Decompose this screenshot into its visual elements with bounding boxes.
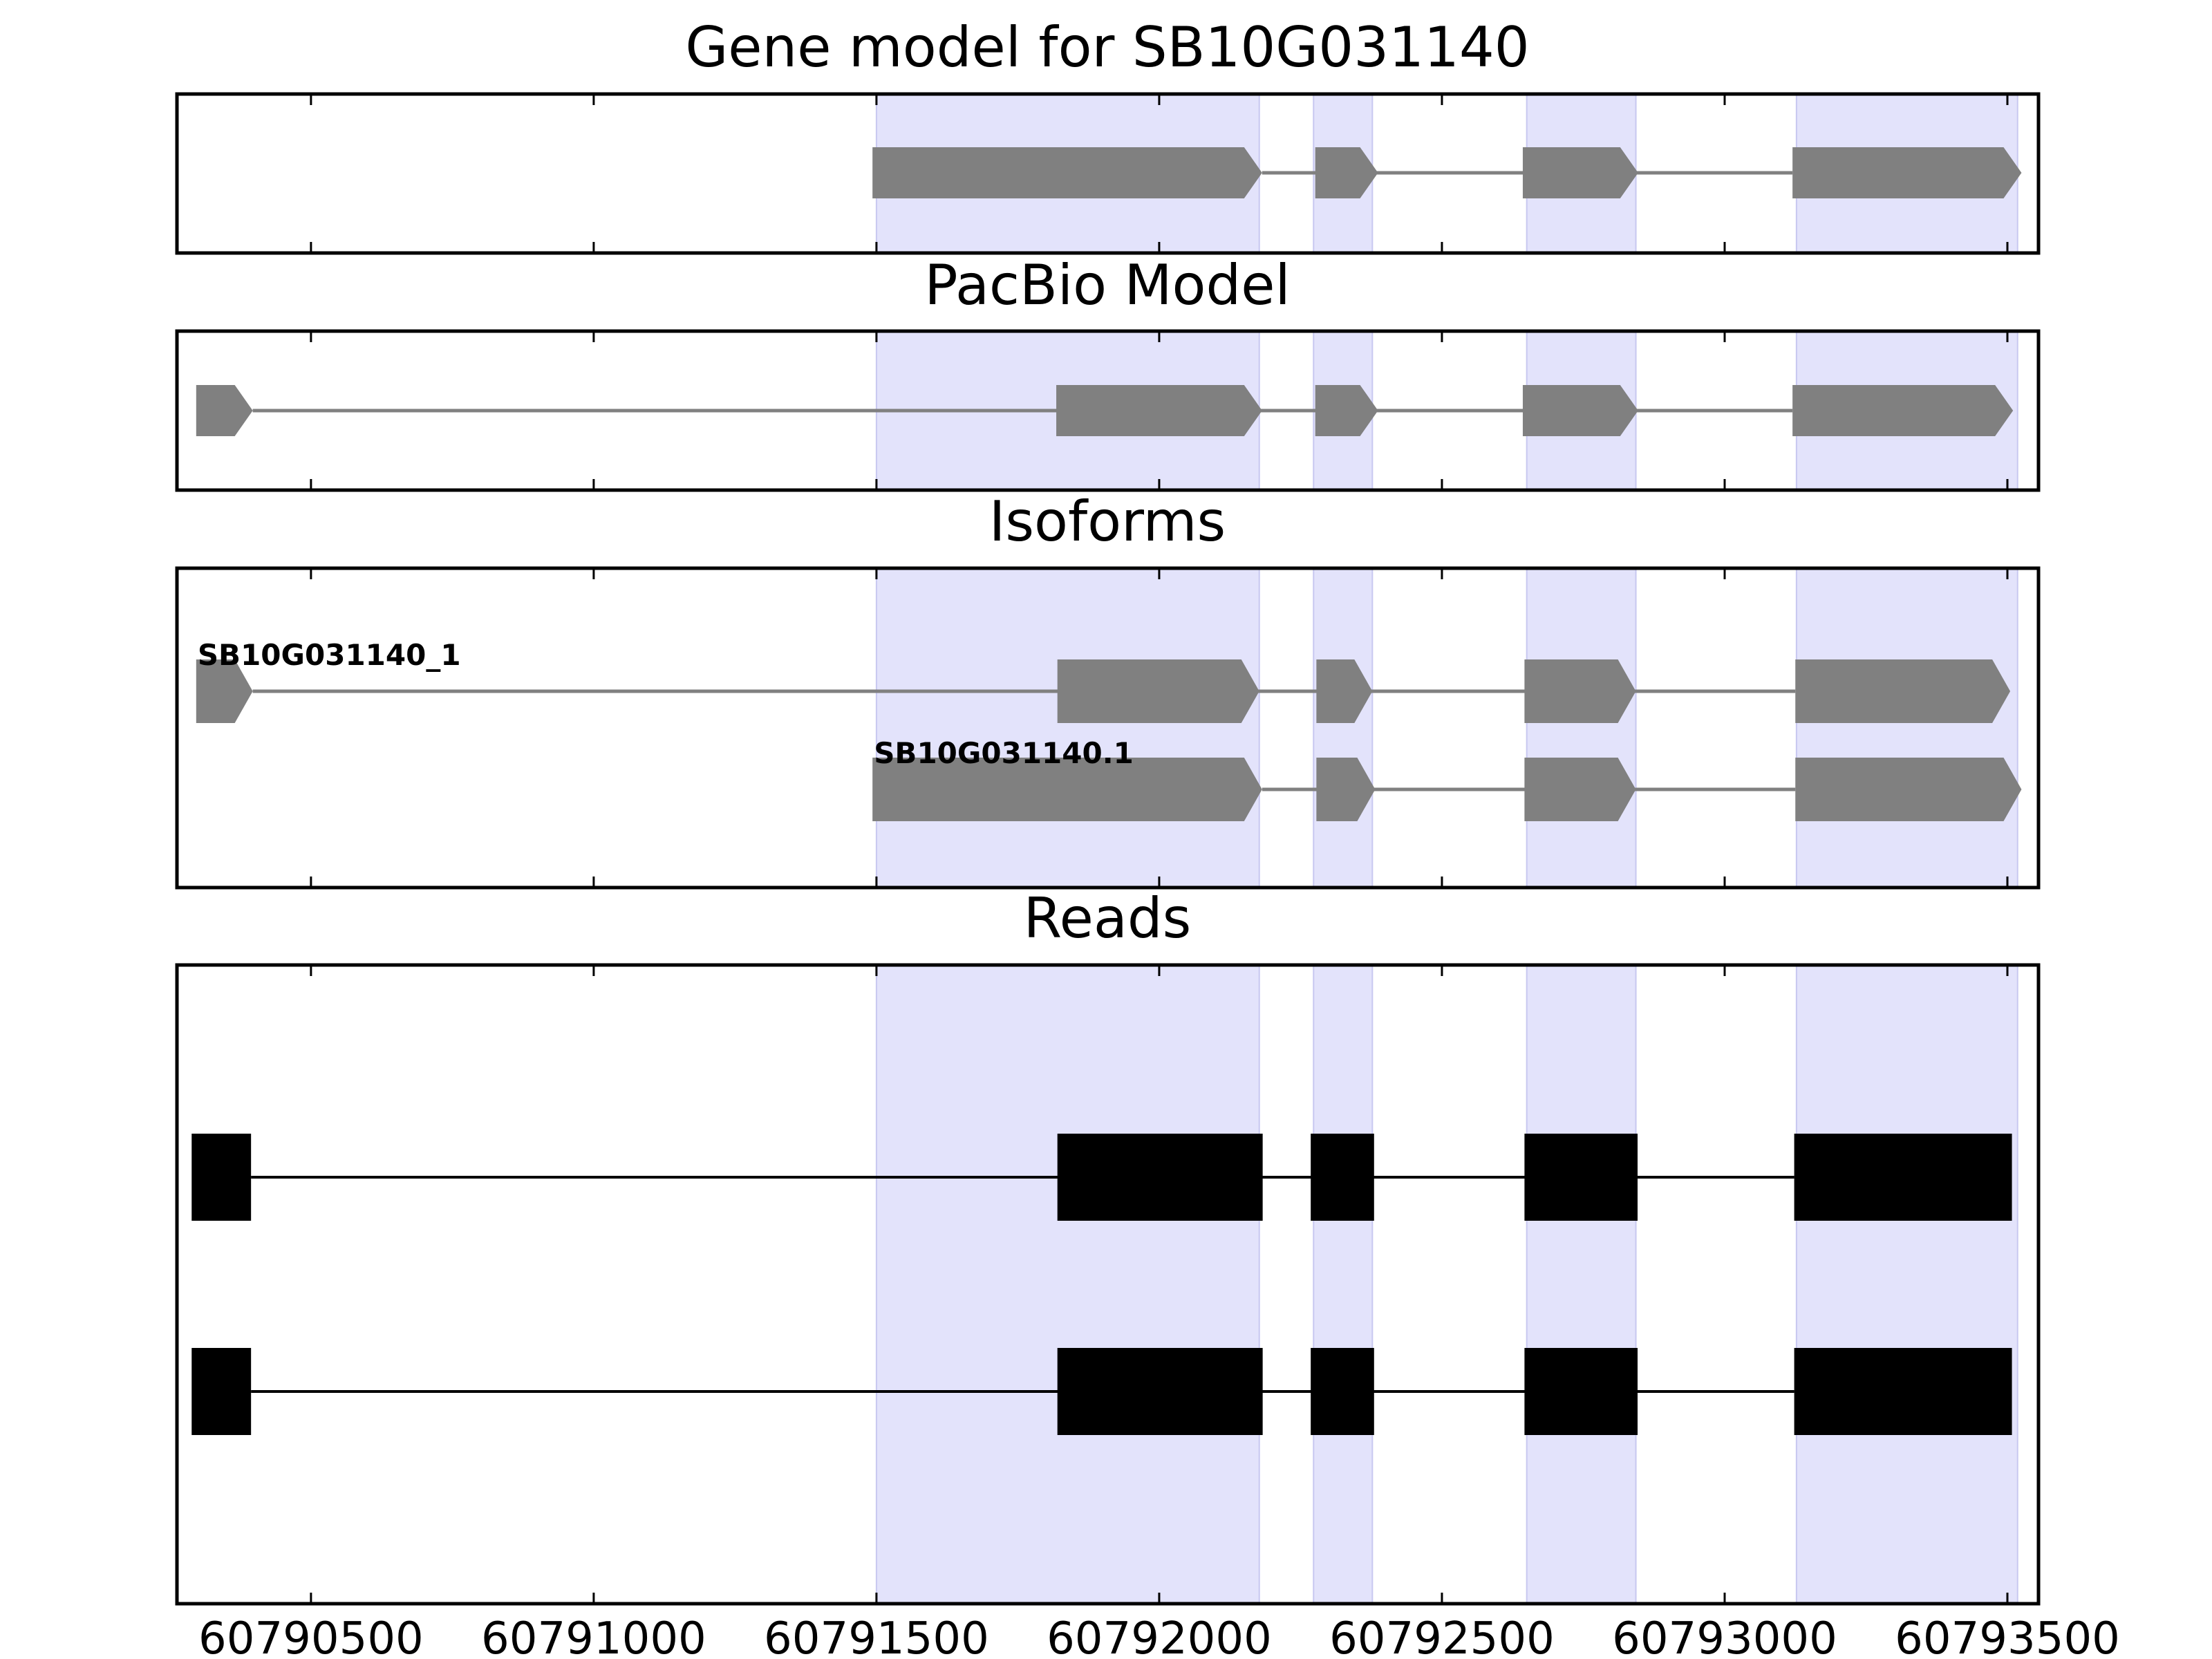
x-tick-label: 60791500 bbox=[764, 1613, 989, 1659]
exon-arrow bbox=[872, 147, 1262, 198]
gene-model-panel bbox=[175, 92, 2041, 255]
panel-frame bbox=[175, 963, 2041, 1606]
highlight-region bbox=[1526, 964, 1637, 1604]
highlight-region bbox=[1313, 568, 1374, 888]
exon-arrow bbox=[1056, 385, 1262, 436]
x-tick-label: 60792000 bbox=[1047, 1613, 1272, 1659]
read-exon-block bbox=[191, 1134, 252, 1221]
x-tick-label: 60791000 bbox=[481, 1613, 706, 1659]
highlight-region bbox=[1526, 568, 1637, 888]
exon-arrow bbox=[196, 659, 253, 723]
exon-arrow bbox=[1522, 385, 1638, 436]
exon-arrow bbox=[1795, 659, 2011, 723]
panel-title-isoforms: Isoforms bbox=[989, 489, 1226, 554]
highlight-region bbox=[1313, 964, 1374, 1604]
x-tick-label: 60792500 bbox=[1329, 1613, 1555, 1659]
pacbio-model-panel bbox=[175, 329, 2041, 492]
exon-arrow bbox=[1316, 758, 1376, 821]
panel-frame bbox=[175, 329, 2041, 492]
x-tick-label: 60793500 bbox=[1895, 1613, 2120, 1659]
exon-arrow bbox=[1524, 659, 1636, 723]
read-exon-block bbox=[1057, 1348, 1263, 1435]
highlight-region bbox=[1795, 568, 2018, 888]
highlight-region bbox=[875, 964, 1260, 1604]
panel-frame bbox=[175, 92, 2041, 255]
reads-panel bbox=[175, 963, 2041, 1606]
exon-arrow bbox=[1316, 659, 1373, 723]
exon-arrow bbox=[1792, 147, 2022, 198]
exon-arrow bbox=[1315, 385, 1378, 436]
exon-arrow bbox=[1057, 659, 1259, 723]
exon-arrow bbox=[1795, 758, 2022, 821]
isoform-label: SB10G031140.1 bbox=[874, 736, 1134, 770]
x-tick-label: 60793000 bbox=[1612, 1613, 1837, 1659]
panel-title-reads: Reads bbox=[1024, 886, 1192, 950]
panel-title-gene-model: Gene model for SB10G031140 bbox=[685, 15, 1529, 79]
panel-title-pacbio-model: PacBio Model bbox=[924, 253, 1290, 317]
exon-arrow bbox=[872, 758, 1262, 821]
x-tick-label: 60790500 bbox=[198, 1613, 424, 1659]
isoform-label: SB10G031140_1 bbox=[198, 638, 461, 672]
read-exon-block bbox=[1057, 1134, 1263, 1221]
x-axis-tick-labels: 60790500 60791000 60791500 60792000 60792500… bbox=[198, 1613, 2120, 1659]
exon-arrow bbox=[1315, 147, 1378, 198]
highlight-region bbox=[875, 568, 1260, 888]
exon-arrow bbox=[1792, 385, 2014, 436]
read-exon-block bbox=[1524, 1134, 1638, 1221]
read-exon-block bbox=[191, 1348, 252, 1435]
panel-frame bbox=[175, 566, 2041, 890]
read-exon-block bbox=[1794, 1348, 2012, 1435]
read-exon-block bbox=[1524, 1348, 1638, 1435]
highlight-region bbox=[1795, 964, 2018, 1604]
read-exon-block bbox=[1311, 1134, 1374, 1221]
isoforms-panel: SB10G031140_1 SB10G031140.1 bbox=[175, 566, 2041, 890]
read-exon-block bbox=[1794, 1134, 2012, 1221]
exon-arrow bbox=[196, 385, 253, 436]
exon-arrow bbox=[1524, 758, 1636, 821]
read-exon-block bbox=[1311, 1348, 1374, 1435]
exon-arrow bbox=[1522, 147, 1638, 198]
